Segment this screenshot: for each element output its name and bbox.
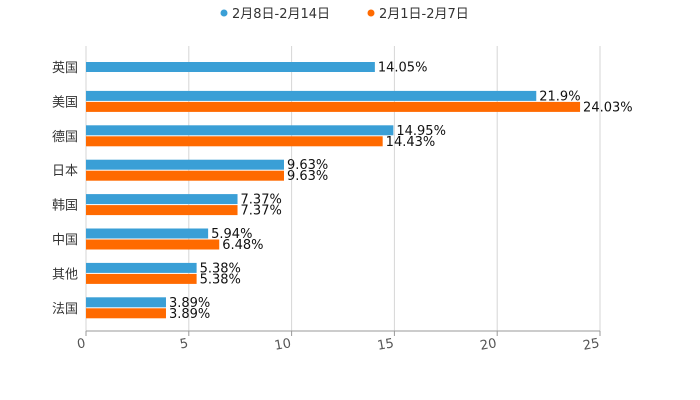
data-label-series-1: 14.95% <box>396 124 446 139</box>
bar-series-1 <box>86 90 537 101</box>
bar-series-2 <box>86 273 197 284</box>
category-label: 中国 <box>52 233 78 248</box>
category-label: 德国 <box>52 130 78 145</box>
bar-series-2 <box>86 205 238 216</box>
data-label-series-1: 7.37% <box>241 193 282 208</box>
data-label-series-1: 3.89% <box>169 296 210 311</box>
legend-marker-series-2 <box>367 9 375 17</box>
x-tick-label-5: 5 <box>179 336 190 352</box>
data-label-series-2: 9.63% <box>287 169 328 184</box>
data-label-series-1: 21.9% <box>539 89 580 104</box>
bar-series-1 <box>86 194 238 205</box>
data-label-series-2: 7.37% <box>241 204 282 219</box>
category-label: 其他 <box>52 267 78 282</box>
bar-series-2 <box>86 136 383 147</box>
value-labels: 14.05% 21.9%24.03% 14.95%14.43% 9.63%9.63% 7… <box>169 61 633 322</box>
bar-series-1 <box>86 159 284 170</box>
legend-label-series-2: 2月1日-2月7日 <box>379 7 469 22</box>
data-label-series-2: 3.89% <box>169 307 210 322</box>
data-label-series-2: 24.03% <box>583 100 633 115</box>
category-label: 法国 <box>52 302 78 317</box>
bar-series-1 <box>86 62 375 72</box>
category-label: 英国 <box>52 61 78 76</box>
bar-series-1 <box>86 297 166 308</box>
data-label-series-2: 6.48% <box>222 238 263 253</box>
grid-lines <box>85 46 601 331</box>
bar-series-1 <box>86 125 394 136</box>
data-label-series-2: 5.38% <box>200 272 241 287</box>
bar-series-1 <box>86 228 209 239</box>
data-label-series-1: 14.05% <box>378 61 428 76</box>
data-label-series-2: 14.43% <box>386 135 436 150</box>
category-label: 日本 <box>52 164 78 179</box>
data-label-series-1: 9.63% <box>287 158 328 173</box>
bar-series-2 <box>86 308 166 319</box>
legend-marker-series-1 <box>220 9 228 17</box>
data-label-series-1: 5.94% <box>211 227 252 242</box>
category-label: 韩国 <box>52 199 78 214</box>
bar-series-2 <box>86 101 581 112</box>
x-tick-label-15: 15 <box>376 336 395 354</box>
x-tick-label-20: 20 <box>479 336 498 354</box>
legend-label-series-1: 2月8日-2月14日 <box>232 7 330 22</box>
legend: 2月8日-2月14日 2月1日-2月7日 <box>220 7 469 22</box>
data-label-series-1: 5.38% <box>200 261 241 276</box>
x-tick-label-0: 0 <box>76 336 87 352</box>
bars <box>86 62 581 319</box>
category-label: 美国 <box>52 95 78 110</box>
x-axis: 0 5 10 15 20 25 <box>76 330 601 354</box>
bar-series-1 <box>86 262 197 273</box>
bar-series-2 <box>86 170 284 181</box>
x-tick-label-25: 25 <box>582 336 601 354</box>
x-tick-label-10: 10 <box>273 336 292 354</box>
bar-series-2 <box>86 239 220 250</box>
